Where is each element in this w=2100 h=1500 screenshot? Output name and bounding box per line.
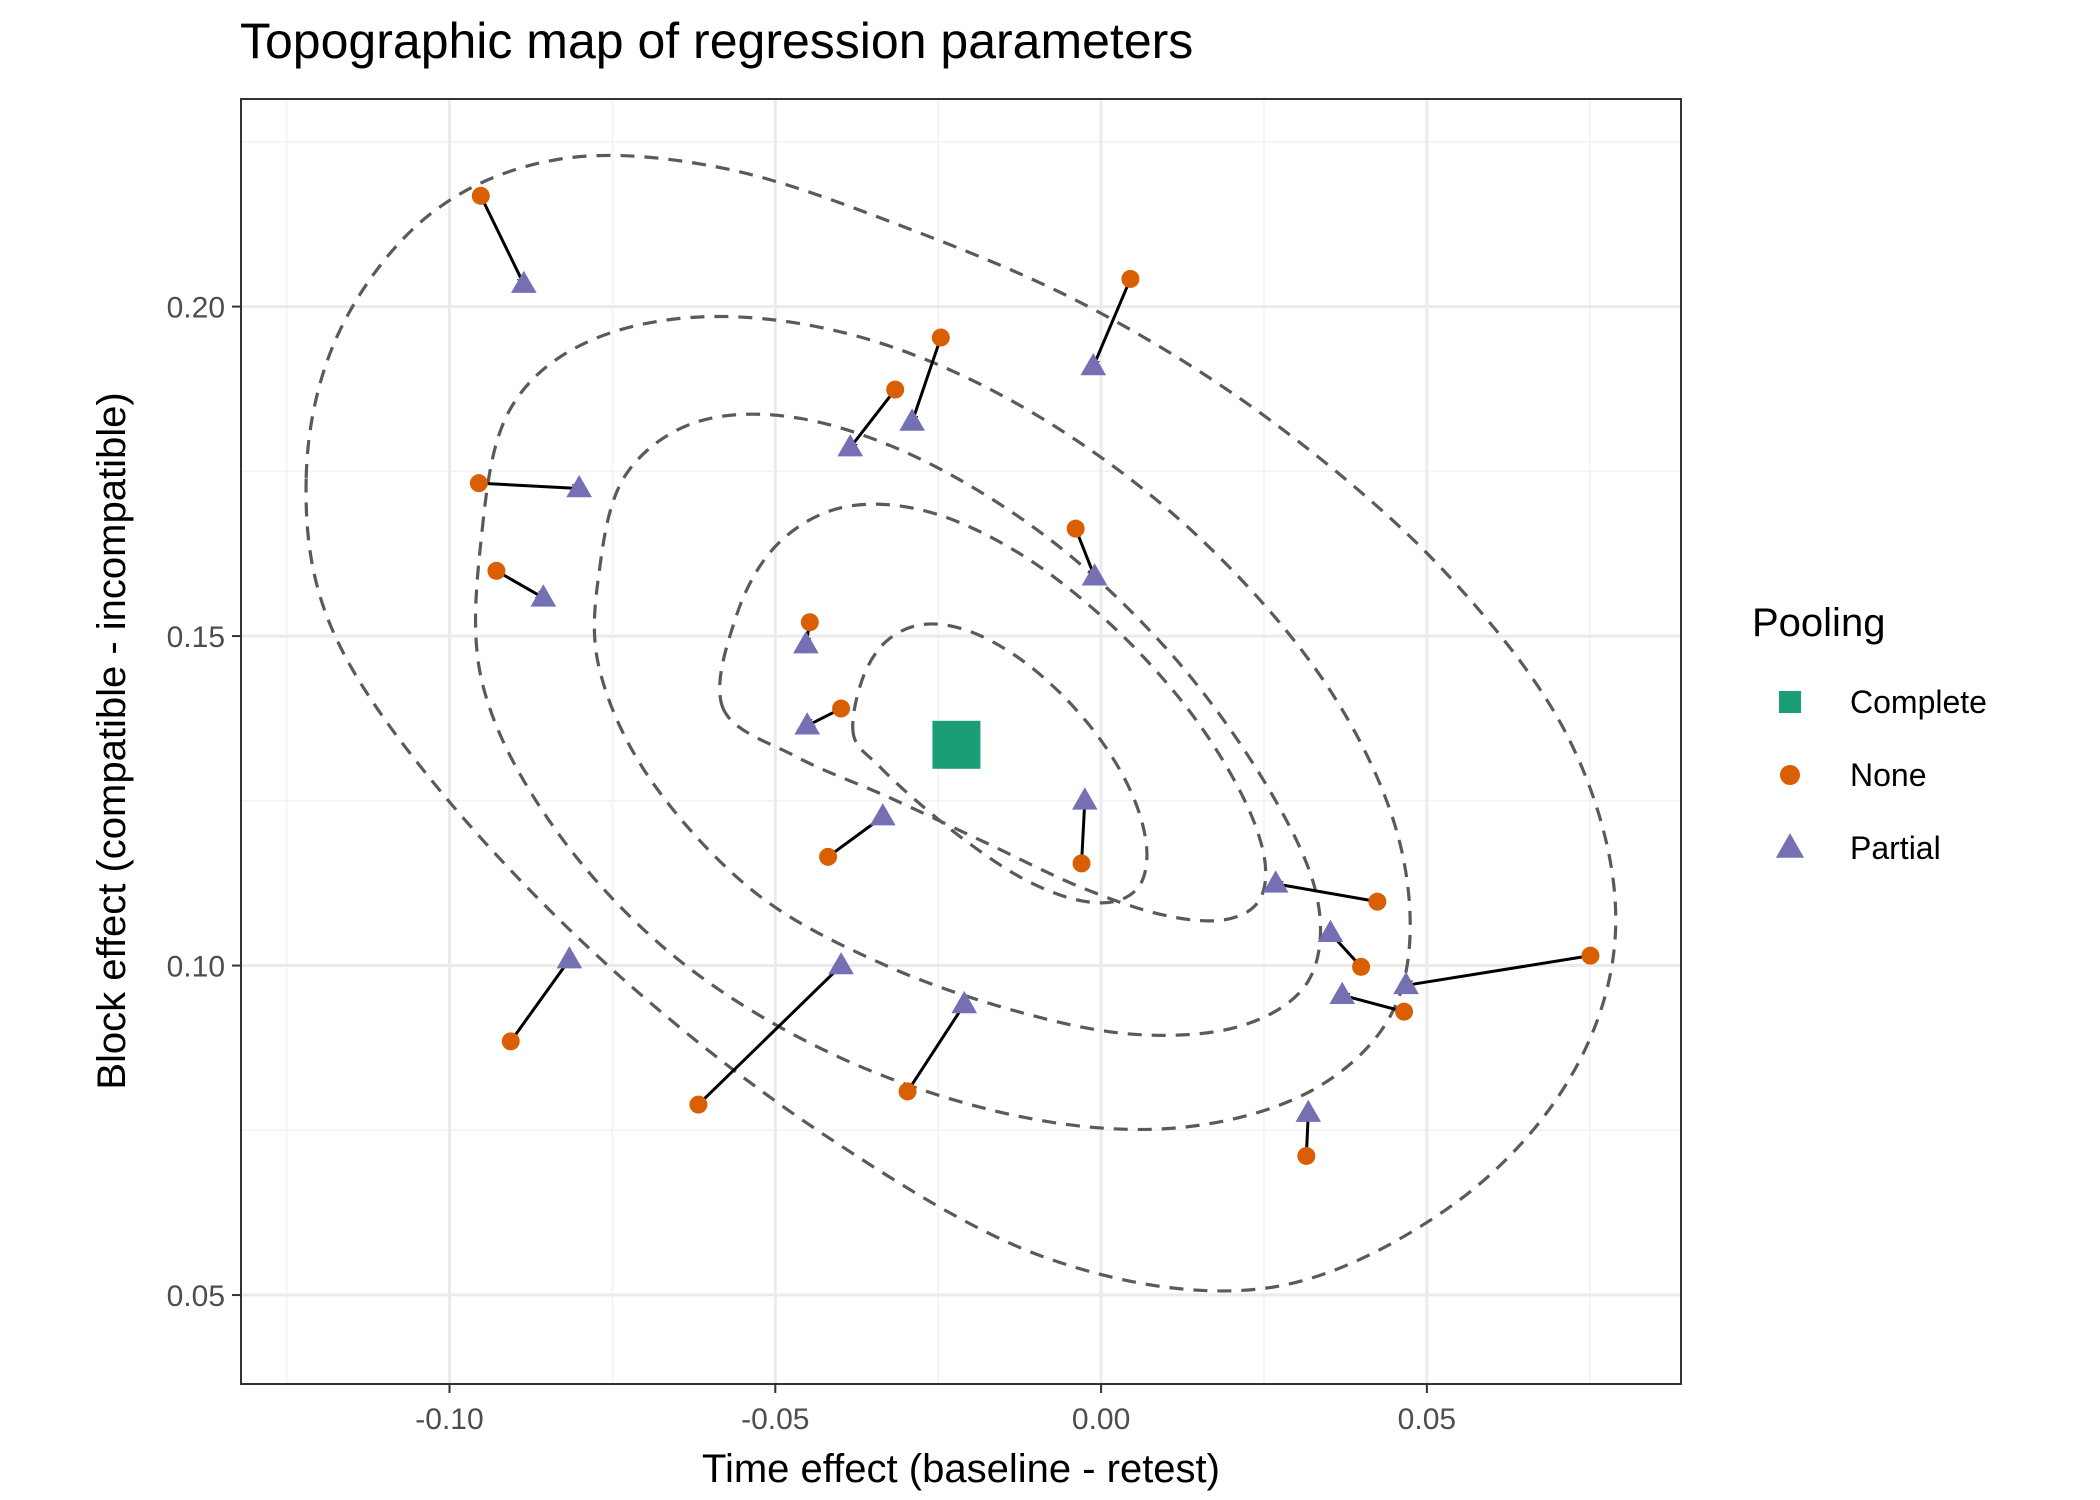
x-tick-label: 0.05 [1398,1403,1456,1436]
legend: Pooling Complete None Partial [1752,601,1987,866]
shrinkage-arrow [912,336,943,424]
partial-point [1393,971,1419,995]
legend-key-none [1780,765,1800,785]
none-point [800,613,819,632]
complete-point [932,720,981,769]
none-point [1066,519,1085,538]
legend-label-complete: Complete [1850,684,1987,720]
plot-border [240,98,1682,1385]
none-point [501,1032,520,1051]
partial-point [828,952,854,975]
contour-line [592,412,1323,1037]
x-tick-label: -0.05 [741,1403,809,1436]
partial-point [511,270,537,293]
x-axis-title: Time effect (baseline - retest) [702,1447,1220,1491]
y-tick-label: 0.15 [167,621,225,654]
contour-line [473,314,1412,1132]
shrinkage-arrow [1274,884,1379,904]
shrinkage-arrows [477,194,1592,1158]
partial-point [566,475,592,498]
legend-key-partial [1775,833,1805,858]
y-tick-label: 0.10 [167,951,225,984]
x-tick-label: -0.10 [415,1403,483,1436]
shrinkage-arrow [848,388,897,450]
partial-point [1295,1099,1322,1122]
none-point [689,1095,708,1114]
legend-label-none: None [1850,757,1927,793]
none-point [471,186,490,205]
partial-point [1081,563,1108,586]
none-point [1368,892,1387,911]
shrinkage-arrow [1080,799,1085,865]
legend-title: Pooling [1752,601,1885,645]
partial-point [899,408,925,431]
legend-key-complete [1779,691,1801,713]
shrinkage-arrow [1091,277,1132,369]
contour-line [718,502,1268,923]
partial-point [951,990,978,1014]
major-gridlines [241,99,1681,1384]
contour-line [851,622,1149,905]
none-point [1297,1146,1316,1165]
none-point [487,561,506,580]
partial-point [794,712,821,735]
partial-point [793,631,819,654]
shrinkage-arrow [509,958,571,1043]
partial-point [870,803,896,826]
partial-point [556,946,583,969]
x-axis-ticks: -0.10 -0.05 0.00 0.05 [415,1384,1456,1436]
none-point [469,474,488,493]
y-tick-label: 0.20 [167,292,225,325]
y-tick-label: 0.05 [167,1280,225,1313]
none-point [886,380,905,399]
partial-point [1080,353,1107,376]
contour-line [304,153,1618,1293]
shrinkage-arrow [1340,995,1406,1014]
shrinkage-arrow [1404,954,1592,986]
none-point [1395,1002,1414,1021]
partial-point [1072,787,1098,810]
shrinkage-arrow [906,1002,966,1093]
shrinkage-arrow [479,194,526,286]
shrinkage-arrow [696,964,843,1107]
contour-lines [304,153,1618,1293]
chart-title: Topographic map of regression parameters [240,13,1193,69]
partial-point [837,434,864,457]
none-point [931,328,950,347]
shrinkage-arrow [494,569,545,600]
none-point [1581,946,1600,965]
partial-point [1329,981,1355,1004]
none-point [898,1082,917,1101]
y-axis-title: Block effect (compatible - incompatible) [90,392,134,1089]
legend-label-partial: Partial [1850,830,1941,866]
none-point [1121,269,1140,288]
partial-point [530,584,557,607]
none-point [819,847,838,866]
partial-point [1317,919,1344,942]
data-points [469,186,1600,1165]
partial-point [1262,870,1289,893]
y-axis-ticks: 0.05 0.10 0.15 0.20 [167,292,241,1313]
none-point [1352,957,1371,976]
none-point [832,699,851,718]
shrinkage-arrow [477,481,581,488]
x-tick-label: 0.00 [1072,1403,1130,1436]
none-point [1072,854,1091,873]
